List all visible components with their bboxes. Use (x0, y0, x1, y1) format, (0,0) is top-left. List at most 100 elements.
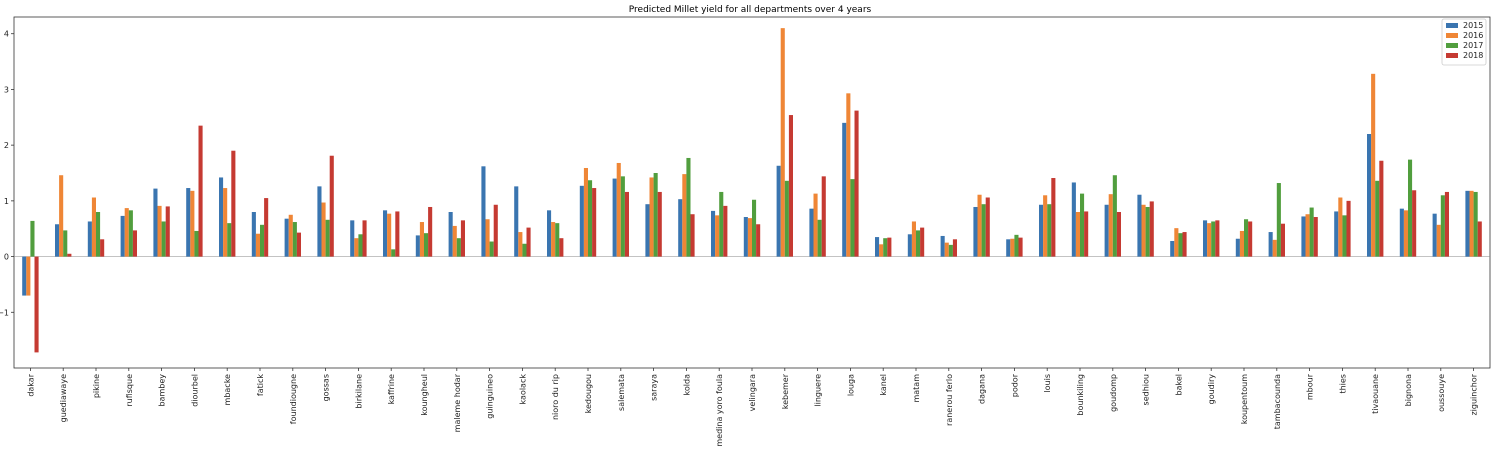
bar (96, 212, 101, 257)
bar (583, 167, 588, 257)
bar (395, 211, 400, 257)
bar (1412, 190, 1417, 257)
bar (1444, 191, 1449, 257)
bar (1043, 195, 1048, 257)
bar (551, 222, 556, 257)
bar (678, 199, 683, 257)
bar (485, 219, 490, 257)
bar (448, 212, 453, 257)
bar (690, 214, 695, 257)
bar (723, 205, 728, 257)
bar (1473, 191, 1478, 257)
bar (481, 166, 486, 257)
bar (358, 234, 363, 257)
bar (1305, 214, 1310, 257)
x-tick-label: kedougou (584, 374, 593, 413)
bar (854, 110, 859, 257)
bar (219, 177, 224, 257)
bar (317, 186, 322, 257)
bar (354, 238, 359, 257)
x-tick-label: maleme hodar (453, 373, 462, 432)
bar (555, 223, 560, 257)
x-tick-label: kaolack (518, 374, 527, 405)
bar (91, 197, 96, 257)
bar (620, 176, 625, 257)
bar (1399, 208, 1404, 257)
x-tick-label: ziguinchor (1470, 373, 1479, 415)
bar (1268, 232, 1273, 257)
bar (592, 188, 597, 257)
bar (1301, 216, 1306, 257)
bar (1309, 207, 1314, 257)
bar (973, 206, 978, 257)
bar (682, 174, 687, 257)
bar (165, 206, 170, 257)
bar (780, 28, 785, 257)
bar (186, 188, 191, 257)
x-tick-label: nioro du rip (551, 374, 560, 420)
x-tick-label: podor (1010, 373, 1019, 397)
bar (1276, 183, 1281, 257)
bar (55, 224, 60, 257)
bar (518, 232, 523, 257)
x-tick-label: mbour (1306, 373, 1315, 400)
bar (296, 232, 301, 257)
bar (1149, 201, 1154, 257)
bar (1104, 204, 1109, 257)
legend-swatch (1446, 43, 1458, 48)
bar (588, 180, 593, 257)
bar (948, 244, 953, 257)
bar (489, 241, 494, 257)
bar (612, 178, 617, 257)
bar (22, 256, 27, 296)
bar (1174, 228, 1179, 257)
x-tick-label: bignona (1404, 374, 1413, 406)
x-tick-label: bambey (158, 374, 167, 407)
bar (846, 93, 851, 257)
bar (752, 199, 757, 257)
legend-label: 2016 (1463, 31, 1483, 40)
bar (264, 198, 269, 257)
bar (87, 221, 92, 257)
bar (784, 180, 789, 257)
y-tick-label: 2 (4, 141, 9, 150)
bar (1112, 175, 1117, 257)
bar (194, 230, 199, 257)
bar (1207, 223, 1212, 257)
bar (522, 243, 527, 257)
bar (198, 125, 203, 257)
x-tick-label: dagana (978, 374, 987, 404)
bar (100, 239, 105, 257)
bar (514, 186, 519, 257)
bar (227, 223, 232, 257)
bar (26, 256, 31, 296)
bar (821, 176, 826, 257)
bar (329, 155, 334, 257)
bar (255, 233, 260, 257)
bar (161, 221, 166, 257)
bar (67, 253, 72, 257)
bar (645, 204, 650, 257)
x-tick-label: koungheul (420, 374, 429, 416)
x-tick-label: thies (1338, 374, 1347, 394)
bar (63, 230, 68, 257)
bar (907, 234, 912, 257)
bars (22, 28, 1482, 353)
bar (1071, 182, 1076, 257)
bar (1244, 219, 1249, 257)
bar (1346, 200, 1351, 257)
x-tick-label: matam (912, 374, 921, 403)
x-tick-label: ranerou ferlo (945, 374, 954, 426)
x-tick-label: birkilane (354, 374, 363, 409)
bar (1137, 194, 1142, 257)
bar (292, 222, 297, 257)
y-tick-label: 1 (4, 197, 9, 206)
x-tick-label: tivaouane (1371, 374, 1380, 414)
bar (1375, 180, 1380, 257)
x-tick-label: gossas (322, 374, 331, 401)
legend-swatch (1446, 23, 1458, 28)
bar (124, 208, 129, 257)
x-tick-label: mbacke (223, 374, 232, 406)
x-tick-label: rufisque (125, 374, 134, 407)
